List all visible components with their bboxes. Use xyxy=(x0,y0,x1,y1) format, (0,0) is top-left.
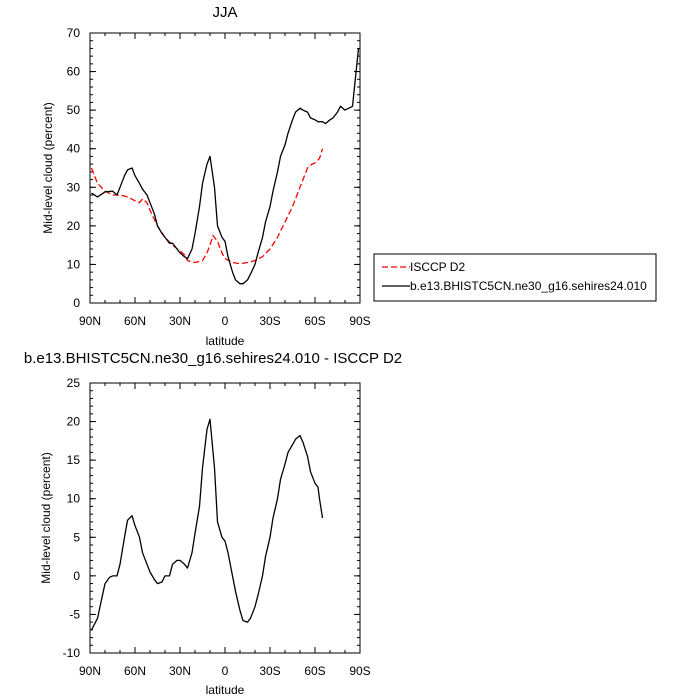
y-tick-label: -5 xyxy=(69,607,80,621)
y-axis-label: Mid-level cloud (percent) xyxy=(41,102,55,233)
x-tick-label: 90S xyxy=(349,664,370,678)
x-tick-label: 90N xyxy=(79,664,101,678)
y-tick-label: 10 xyxy=(67,492,81,506)
x-tick-label: 30N xyxy=(169,664,191,678)
top-panel: 0 10 20 30 40 50 60 70 90N 60N 30N 0 30S 60S 90S JJA lat… xyxy=(41,4,657,348)
series-line-0 xyxy=(90,148,324,265)
x-tick-label: 90S xyxy=(349,314,370,328)
y-tick-label: 70 xyxy=(67,26,81,40)
x-tick-label: 60S xyxy=(304,314,325,328)
x-tick-label: 30S xyxy=(259,664,280,678)
x-tick-label: 0 xyxy=(222,314,229,328)
y-tick-label: 15 xyxy=(67,453,81,467)
y-tick-label: 20 xyxy=(67,219,81,233)
legend-box xyxy=(373,253,657,302)
y-tick-label: 40 xyxy=(67,142,81,156)
y-tick-label: 0 xyxy=(73,569,80,583)
chart-title: JJA xyxy=(212,4,237,21)
y-tick-label: 60 xyxy=(67,65,81,79)
series-line-1 xyxy=(91,48,360,285)
y-axis-label: Mid-level cloud (percent) xyxy=(39,452,53,583)
x-tick-label: 60N xyxy=(124,314,146,328)
series-line-0 xyxy=(90,418,324,631)
y-tick-label: 10 xyxy=(67,257,81,271)
bottom-panel: -10 -5 0 5 10 15 20 25 90N 60N 30N 0 30S 60S 90S b.e13.… xyxy=(24,350,402,697)
x-tick-label: 0 xyxy=(222,664,229,678)
legend-label-0: ISCCP D2 xyxy=(410,260,465,274)
y-tick-label: 25 xyxy=(67,376,81,390)
y-tick-label: 50 xyxy=(67,103,81,117)
x-tick-label: 30N xyxy=(169,314,191,328)
y-tick-label: 30 xyxy=(67,180,81,194)
y-tick-label: 5 xyxy=(73,530,80,544)
y-tick-label: 0 xyxy=(73,296,80,310)
y-tick-label: 20 xyxy=(67,415,81,429)
chart-title: b.e13.BHISTC5CN.ne30_g16.sehires24.010 -… xyxy=(24,350,402,367)
x-tick-label: 90N xyxy=(79,314,101,328)
x-tick-label: 30S xyxy=(259,314,280,328)
x-axis-label: latitude xyxy=(206,683,245,697)
legend: ISCCP D2 b.e13.BHISTC5CN.ne30_g16.sehires… xyxy=(373,253,657,302)
y-tick-label: -10 xyxy=(63,646,81,660)
legend-label-1: b.e13.BHISTC5CN.ne30_g16.sehires24.010 xyxy=(410,279,647,293)
x-axis-label: latitude xyxy=(206,334,245,348)
x-tick-label: 60S xyxy=(304,664,325,678)
x-tick-label: 60N xyxy=(124,664,146,678)
